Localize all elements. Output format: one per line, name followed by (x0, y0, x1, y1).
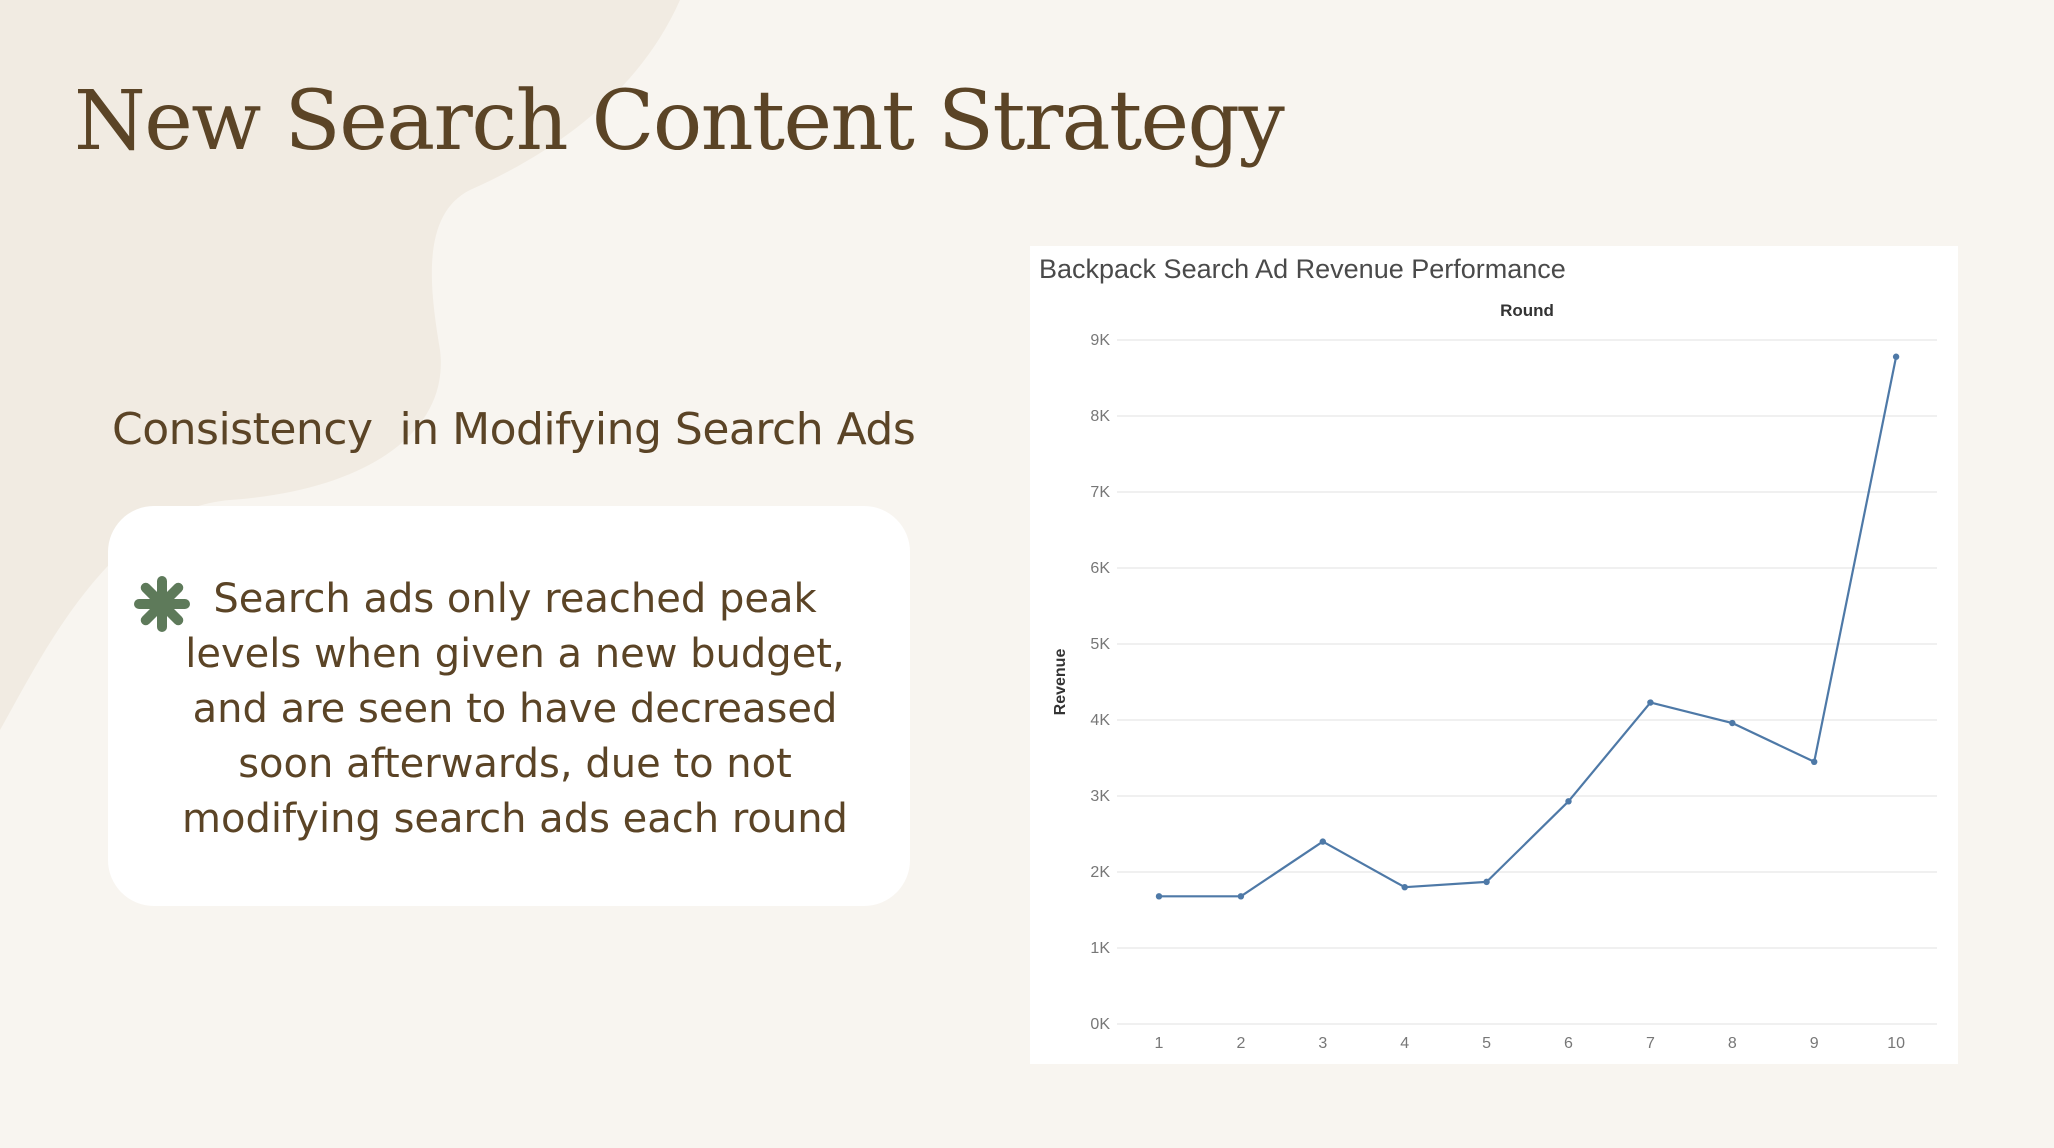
line-chart: Round Revenue 0K 1K 2K 3K 4K 5K 6K 7K 8K 9K 1 2 3 4 5 6 7 8… (1052, 301, 1937, 1052)
card-text: Search ads only reached peak levels when… (182, 576, 848, 842)
data-point (1647, 699, 1654, 706)
x-tick-label: 7 (1646, 1035, 1655, 1052)
slide-title: New Search Content Strategy (74, 74, 1285, 169)
chart-panel: Backpack Search Ad Revenue Performance R… (1030, 246, 1958, 1064)
y-tick-label: 6K (1090, 560, 1110, 577)
y-tick-label: 7K (1090, 484, 1110, 501)
subtitle: Consistency in Modifying Search Ads (112, 404, 916, 455)
data-point (1811, 758, 1818, 765)
x-tick-label: 1 (1155, 1035, 1164, 1052)
y-tick-label: 9K (1090, 332, 1110, 349)
series-line (1159, 356, 1898, 898)
x-tick-label: 6 (1564, 1035, 1573, 1052)
x-tick-label: 8 (1728, 1035, 1737, 1052)
y-tick-label: 5K (1090, 636, 1110, 653)
y-tick-label: 1K (1090, 940, 1110, 957)
chart-title: Backpack Search Ad Revenue Performance (1039, 254, 1566, 284)
x-tick-label: 3 (1318, 1035, 1327, 1052)
x-tick-label: 4 (1400, 1035, 1409, 1052)
x-tick-label: 2 (1236, 1035, 1245, 1052)
y-tick-label: 3K (1090, 788, 1110, 805)
text-card: Search ads only reached peak levels when… (108, 506, 910, 906)
data-point (1237, 893, 1245, 900)
x-axis-title: Round (1500, 301, 1554, 320)
data-point (1319, 838, 1326, 845)
y-tick-label: 2K (1090, 864, 1110, 881)
data-point (1401, 884, 1408, 891)
x-tick-label: 9 (1810, 1035, 1819, 1052)
data-point (1565, 798, 1572, 805)
y-tick-label: 0K (1090, 1016, 1110, 1033)
y-tick-label: 8K (1090, 408, 1110, 425)
asterisk-icon (134, 576, 190, 632)
y-axis-title: Revenue (1052, 649, 1069, 716)
data-point (1483, 878, 1490, 886)
x-tick-label: 10 (1887, 1035, 1905, 1052)
data-point (1892, 353, 1900, 360)
data-point (1729, 719, 1736, 727)
data-point (1155, 893, 1163, 900)
x-tick-label: 5 (1482, 1035, 1491, 1052)
y-tick-label: 4K (1090, 712, 1110, 729)
